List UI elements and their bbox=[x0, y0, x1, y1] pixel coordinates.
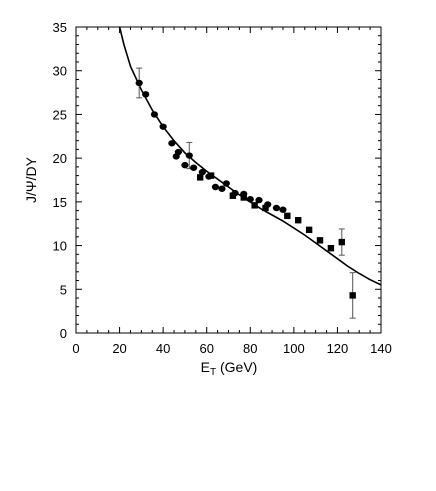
data-point-square bbox=[284, 212, 291, 220]
plot-frame bbox=[75, 26, 382, 334]
x-tick-label: 120 bbox=[327, 341, 349, 356]
data-point-square bbox=[295, 217, 302, 224]
data-point-square bbox=[305, 226, 313, 234]
y-tick-label: 5 bbox=[60, 282, 67, 297]
data-point-square bbox=[316, 237, 324, 244]
axis-ticks bbox=[75, 26, 382, 334]
data-point-circle bbox=[174, 148, 182, 156]
data-point-square bbox=[327, 244, 335, 252]
data-point-circle bbox=[198, 168, 206, 176]
data-point-circle bbox=[150, 111, 159, 118]
data-point-circle bbox=[135, 79, 143, 87]
x-tick-label: 100 bbox=[283, 341, 305, 356]
data-point-square bbox=[349, 292, 356, 299]
data-point-circle bbox=[218, 185, 226, 192]
data-point-circle bbox=[185, 152, 193, 159]
data-markers bbox=[135, 67, 356, 319]
x-axis-title: ET (GeV) bbox=[201, 359, 258, 378]
data-point-circle bbox=[142, 91, 150, 98]
x-tick-label: 60 bbox=[199, 341, 213, 356]
data-point-square bbox=[196, 174, 204, 181]
y-axis-title: J/Ψ/DY bbox=[23, 156, 39, 203]
data-point-circle bbox=[181, 161, 189, 169]
x-tick-label: 80 bbox=[243, 341, 257, 356]
data-point-square bbox=[207, 172, 215, 179]
data-point-circle bbox=[168, 140, 176, 147]
y-tick-label: 30 bbox=[53, 64, 67, 79]
y-tick-label: 25 bbox=[53, 107, 67, 122]
y-tick-label: 20 bbox=[53, 151, 67, 166]
y-tick-label: 15 bbox=[53, 195, 67, 210]
y-tick-label: 35 bbox=[53, 20, 67, 35]
y-tick-label: 0 bbox=[60, 326, 67, 341]
y-tick-label: 10 bbox=[53, 239, 67, 254]
data-point-circle bbox=[246, 196, 254, 203]
data-point-square bbox=[251, 202, 258, 209]
x-tick-label: 140 bbox=[370, 341, 392, 356]
axis-tick-labels: 0 20 40 60 80 100 120 140 0 5 10 15 20 25 30 35 bbox=[53, 20, 392, 356]
data-point-circle bbox=[272, 204, 281, 212]
x-tick-label: 0 bbox=[72, 341, 79, 356]
data-point-square bbox=[262, 204, 269, 212]
data-point-circle bbox=[222, 180, 230, 187]
data-point-circle bbox=[279, 206, 287, 213]
x-tick-label: 20 bbox=[112, 341, 126, 356]
data-point-square bbox=[229, 192, 237, 199]
x-tick-label: 40 bbox=[156, 341, 170, 356]
data-point-circle bbox=[255, 196, 263, 204]
data-point-circle bbox=[211, 183, 220, 191]
data-point-square bbox=[240, 194, 247, 201]
data-point-circle bbox=[190, 164, 198, 171]
data-point-circle bbox=[159, 123, 167, 130]
data-point-square bbox=[338, 238, 345, 246]
